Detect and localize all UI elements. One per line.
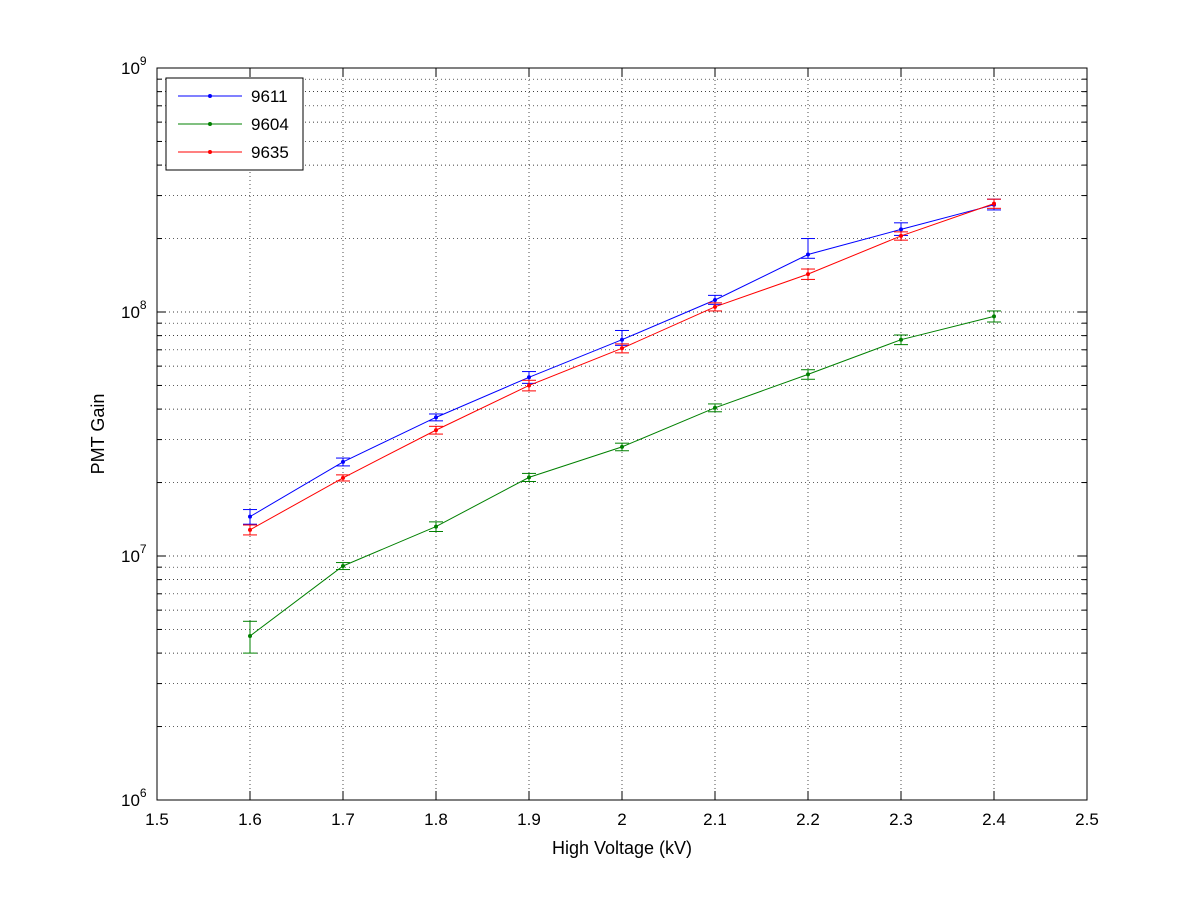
y-tick-label: 109 <box>121 54 147 78</box>
data-point <box>713 405 717 410</box>
x-tick-label: 2.4 <box>982 810 1006 829</box>
data-point <box>527 475 531 480</box>
data-point <box>620 337 624 342</box>
data-point <box>527 375 531 380</box>
data-point <box>341 475 345 480</box>
x-tick-label: 2.5 <box>1075 810 1099 829</box>
data-point <box>248 634 252 639</box>
data-point <box>992 314 996 319</box>
data-point <box>899 233 903 238</box>
y-tick-base: 10 <box>121 59 140 78</box>
data-point <box>248 527 252 532</box>
y-tick-label: 107 <box>121 542 147 566</box>
data-point <box>806 272 810 277</box>
x-tick-label: 1.5 <box>145 810 169 829</box>
x-axis-label: High Voltage (kV) <box>552 838 692 858</box>
y-tick-exponent: 9 <box>140 54 147 68</box>
series-9604 <box>243 310 1001 654</box>
y-tick-exponent: 8 <box>140 298 147 312</box>
data-point <box>620 346 624 351</box>
data-point <box>434 428 438 433</box>
data-point <box>248 514 252 519</box>
legend-marker-9635 <box>208 150 212 154</box>
data-point <box>899 227 903 232</box>
data-point <box>434 524 438 529</box>
x-tick-labels: 1.5 1.6 1.7 1.8 1.9 2 2.1 2.2 2.3 2.4 2.5 <box>145 810 1099 829</box>
data-point <box>806 252 810 257</box>
y-tick-base: 10 <box>121 791 140 810</box>
x-tick-label: 2 <box>617 810 626 829</box>
data-point <box>992 201 996 206</box>
x-tick-label: 2.3 <box>889 810 913 829</box>
x-tick-label: 1.8 <box>424 810 448 829</box>
plot-area <box>157 68 1087 800</box>
grid <box>157 68 1087 800</box>
y-tick-label: 106 <box>121 786 147 810</box>
y-tick-exponent: 6 <box>140 786 147 800</box>
data-point <box>806 372 810 377</box>
y-axis-label: PMT Gain <box>88 394 108 475</box>
legend-marker-9604 <box>208 122 212 126</box>
x-tick-label: 1.7 <box>331 810 355 829</box>
series-9635 <box>243 198 1001 536</box>
y-tick-exponent: 7 <box>140 542 147 556</box>
data-point <box>341 459 345 464</box>
legend-label-9604: 9604 <box>251 115 289 134</box>
legend: 9611 9604 9635 <box>165 77 304 171</box>
y-tick-base: 10 <box>121 547 140 566</box>
x-tick-label: 1.6 <box>238 810 262 829</box>
data-point <box>434 415 438 420</box>
data-point <box>713 304 717 309</box>
y-tick-base: 10 <box>121 303 140 322</box>
x-tick-label: 2.1 <box>703 810 727 829</box>
ticks <box>156 67 1088 801</box>
data-point <box>713 297 717 302</box>
data-point <box>527 383 531 388</box>
series-layer <box>243 198 1001 654</box>
data-point <box>341 563 345 568</box>
legend-label-9635: 9635 <box>251 143 289 162</box>
x-tick-label: 2.2 <box>796 810 820 829</box>
legend-marker-9611 <box>208 94 212 98</box>
legend-label-9611: 9611 <box>251 87 288 106</box>
data-point <box>620 444 624 449</box>
y-tick-label: 108 <box>121 298 147 322</box>
data-point <box>899 337 903 342</box>
x-tick-label: 1.9 <box>517 810 541 829</box>
series-9611 <box>243 198 1001 525</box>
